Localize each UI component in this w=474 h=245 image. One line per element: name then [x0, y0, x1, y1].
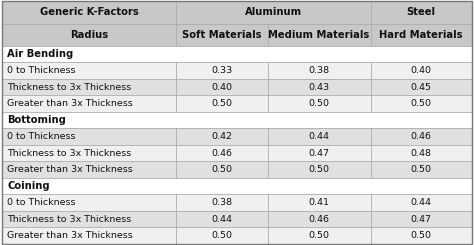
Bar [176, 161, 267, 178]
Text: 0.33: 0.33 [211, 66, 232, 75]
Bar [267, 194, 371, 211]
Bar [371, 161, 472, 178]
Text: 0.43: 0.43 [309, 83, 330, 92]
Bar [176, 79, 267, 95]
Bar [176, 128, 267, 145]
Bar [371, 211, 472, 227]
Text: 0.44: 0.44 [211, 215, 232, 223]
Text: 0.40: 0.40 [211, 83, 232, 92]
Bar [176, 24, 267, 46]
Bar [176, 211, 267, 227]
Bar [2, 194, 176, 211]
Text: 0.50: 0.50 [309, 165, 329, 174]
Text: Steel: Steel [407, 7, 436, 17]
Bar [2, 46, 472, 62]
Text: Air Bending: Air Bending [7, 49, 73, 59]
Bar [267, 24, 371, 46]
Text: 0.50: 0.50 [309, 231, 329, 240]
Text: 0 to Thickness: 0 to Thickness [7, 198, 76, 207]
Bar [2, 112, 472, 128]
Text: 0.40: 0.40 [410, 66, 432, 75]
Bar [2, 128, 176, 145]
Text: Generic K-Factors: Generic K-Factors [40, 7, 138, 17]
Text: Thickness to 3x Thickness: Thickness to 3x Thickness [7, 83, 131, 92]
Bar [371, 95, 472, 112]
Text: 0.41: 0.41 [309, 198, 329, 207]
Text: 0.46: 0.46 [211, 148, 232, 158]
Text: 0.46: 0.46 [410, 132, 432, 141]
Text: Coining: Coining [7, 181, 50, 191]
Text: Hard Materials: Hard Materials [379, 30, 463, 40]
Text: 0.50: 0.50 [410, 99, 432, 108]
Bar [267, 227, 371, 244]
Text: 0.38: 0.38 [211, 198, 232, 207]
Bar [371, 194, 472, 211]
Text: 0.50: 0.50 [211, 99, 232, 108]
Bar [2, 1, 176, 24]
Text: Thickness to 3x Thickness: Thickness to 3x Thickness [7, 215, 131, 223]
Text: 0.44: 0.44 [410, 198, 432, 207]
Text: Medium Materials: Medium Materials [268, 30, 370, 40]
Text: Greater than 3x Thickness: Greater than 3x Thickness [7, 231, 133, 240]
Text: 0.46: 0.46 [309, 215, 329, 223]
Text: 0 to Thickness: 0 to Thickness [7, 132, 76, 141]
Bar [176, 95, 267, 112]
Text: 0.47: 0.47 [410, 215, 432, 223]
Bar [2, 24, 176, 46]
Bar [176, 145, 267, 161]
Bar [2, 95, 176, 112]
Bar [176, 1, 371, 24]
Bar [371, 24, 472, 46]
Bar [267, 62, 371, 79]
Text: Radius: Radius [70, 30, 108, 40]
Bar [2, 178, 472, 194]
Text: 0.48: 0.48 [410, 148, 432, 158]
Text: 0.50: 0.50 [410, 231, 432, 240]
Text: 0 to Thickness: 0 to Thickness [7, 66, 76, 75]
Bar [267, 161, 371, 178]
Bar [2, 145, 176, 161]
Bar [371, 62, 472, 79]
Bar [267, 211, 371, 227]
Text: 0.45: 0.45 [410, 83, 432, 92]
Text: 0.47: 0.47 [309, 148, 329, 158]
Bar [371, 128, 472, 145]
Text: 0.50: 0.50 [410, 165, 432, 174]
Bar [371, 145, 472, 161]
Bar [2, 62, 176, 79]
Bar [2, 161, 176, 178]
Bar [2, 79, 176, 95]
Text: 0.38: 0.38 [309, 66, 330, 75]
Bar [267, 128, 371, 145]
Bar [2, 227, 176, 244]
Text: Greater than 3x Thickness: Greater than 3x Thickness [7, 165, 133, 174]
Text: Soft Materials: Soft Materials [182, 30, 262, 40]
Bar [267, 95, 371, 112]
Bar [267, 145, 371, 161]
Text: 0.50: 0.50 [309, 99, 329, 108]
Bar [2, 211, 176, 227]
Bar [371, 79, 472, 95]
Bar [176, 227, 267, 244]
Text: 0.42: 0.42 [211, 132, 232, 141]
Text: 0.50: 0.50 [211, 231, 232, 240]
Bar [267, 79, 371, 95]
Text: Bottoming: Bottoming [7, 115, 66, 125]
Text: 0.50: 0.50 [211, 165, 232, 174]
Bar [371, 227, 472, 244]
Bar [176, 62, 267, 79]
Bar [371, 1, 472, 24]
Text: Thickness to 3x Thickness: Thickness to 3x Thickness [7, 148, 131, 158]
Text: Aluminum: Aluminum [245, 7, 302, 17]
Text: Greater than 3x Thickness: Greater than 3x Thickness [7, 99, 133, 108]
Text: 0.44: 0.44 [309, 132, 329, 141]
Bar [176, 194, 267, 211]
